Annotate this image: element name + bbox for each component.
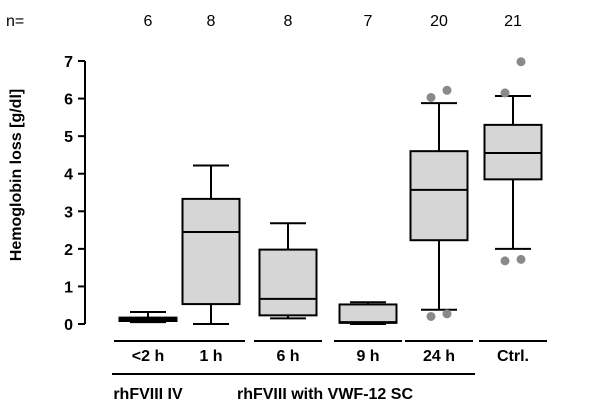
y-tick-label: 2 <box>64 242 73 259</box>
outlier-point <box>442 309 452 319</box>
sample-size-row: n= 6 8 8 7 20 21 <box>6 13 522 30</box>
y-tick-label: 4 <box>64 167 73 184</box>
y-tick-label: 6 <box>64 92 73 109</box>
category-label: 6 h <box>276 348 299 365</box>
y-tick-label: 7 <box>64 54 73 71</box>
category-label: 24 h <box>423 348 455 365</box>
box-iqr <box>181 197 241 306</box>
x-axis-labels: <2 h 1 h 6 h 9 h 24 h Ctrl. <box>114 340 547 365</box>
n-count: 21 <box>504 13 522 30</box>
outlier-point <box>516 254 526 264</box>
box-2 <box>258 222 318 320</box>
group-label: rhFVIII IV <box>113 386 183 403</box>
group-label: rhFVIII with VWF-12 SC <box>237 386 413 403</box>
y-tick-label: 1 <box>64 279 73 296</box>
outlier-point <box>442 85 452 95</box>
category-label: 1 h <box>199 348 222 365</box>
n-count: 8 <box>284 13 293 30</box>
outlier-point <box>500 256 510 266</box>
boxes <box>118 57 543 325</box>
outlier-point <box>516 57 526 67</box>
box-4 <box>409 85 469 321</box>
category-label: 9 h <box>356 348 379 365</box>
n-count: 6 <box>144 13 153 30</box>
y-tick-label: 3 <box>64 204 73 221</box>
box-iqr <box>338 303 398 324</box>
n-count: 20 <box>430 13 448 30</box>
n-label: n= <box>6 13 24 30</box>
outlier-point <box>426 311 436 321</box>
box-3 <box>338 301 398 325</box>
group-labels: rhFVIII IV rhFVIII with VWF-12 SC <box>112 373 475 403</box>
n-count: 7 <box>364 13 373 30</box>
y-tick-label: 5 <box>64 129 73 146</box>
box-iqr <box>409 150 469 242</box>
y-tick-label: 0 <box>64 317 73 334</box>
box-5 <box>483 57 543 266</box>
category-label: <2 h <box>132 348 164 365</box>
outlier-point <box>426 92 436 102</box>
outlier-point <box>500 88 510 98</box>
box-1 <box>181 164 241 325</box>
y-axis: 0 1 2 3 4 5 6 7 <box>64 54 86 334</box>
box-0 <box>118 310 178 324</box>
box-iqr <box>258 248 318 317</box>
y-axis-label: Hemoglobin loss [g/dl] <box>8 89 25 261</box>
n-count: 8 <box>207 13 216 30</box>
category-label: Ctrl. <box>497 348 529 365</box>
